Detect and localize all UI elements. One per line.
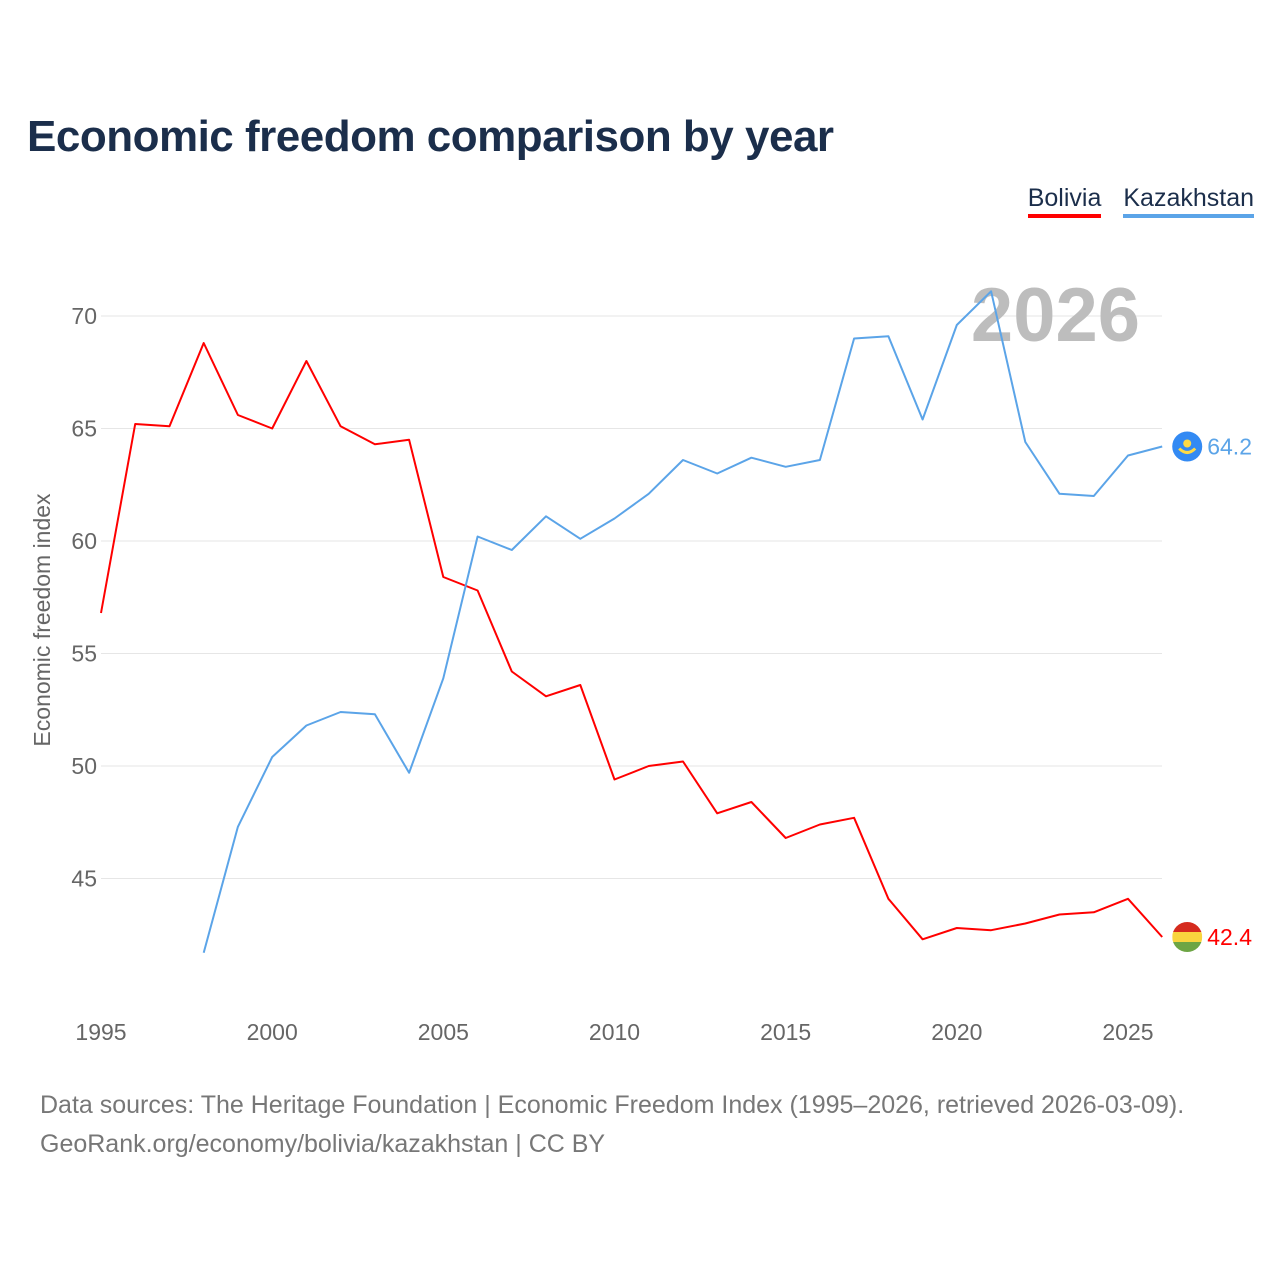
y-tick-label: 50 — [71, 753, 97, 779]
x-tick-label: 2020 — [931, 1019, 982, 1045]
series-line-kazakhstan — [202, 290, 1163, 953]
y-tick-label: 65 — [71, 416, 97, 442]
legend-bolivia[interactable]: Bolivia — [1027, 184, 1102, 218]
series-line-bolivia — [100, 342, 1163, 941]
end-value-label: 42.4 — [1207, 924, 1252, 950]
flag-eagle — [1178, 447, 1197, 454]
x-tick-label: 2025 — [1102, 1019, 1153, 1045]
legend: Bolivia Kazakhstan — [1027, 184, 1254, 218]
flag-bolivia-icon — [1172, 922, 1203, 952]
flag-stripe-yellow — [1172, 932, 1203, 942]
legend-kazakhstan[interactable]: Kazakhstan — [1123, 184, 1254, 218]
flag-stripe-green — [1172, 942, 1203, 952]
y-tick-label: 55 — [71, 641, 97, 667]
y-tick-label: 60 — [71, 528, 97, 554]
y-tick-label: 45 — [71, 866, 97, 892]
x-tick-label: 2005 — [418, 1019, 469, 1045]
footer-link[interactable]: GeoRank.org/economy/bolivia/kazakhstan |… — [40, 1130, 606, 1158]
x-tick-label: 2015 — [760, 1019, 811, 1045]
year-watermark: 2026 — [971, 273, 1140, 358]
chart-title: Economic freedom comparison by year — [27, 112, 834, 161]
end-value-label: 64.2 — [1207, 434, 1252, 460]
x-tick-label: 2000 — [247, 1019, 298, 1045]
y-tick-label: 70 — [71, 303, 97, 329]
flag-kazakhstan-icon — [1172, 431, 1203, 462]
footer: Data sources: The Heritage Foundation | … — [40, 1086, 1184, 1164]
x-tick-label: 1995 — [75, 1019, 126, 1045]
x-tick-label: 2010 — [589, 1019, 640, 1045]
footer-sources: Data sources: The Heritage Foundation | … — [40, 1091, 1185, 1119]
flag-stripe-red — [1172, 922, 1203, 932]
y-axis-label: Economic freedom index — [29, 493, 55, 747]
flag-sun — [1183, 439, 1192, 448]
